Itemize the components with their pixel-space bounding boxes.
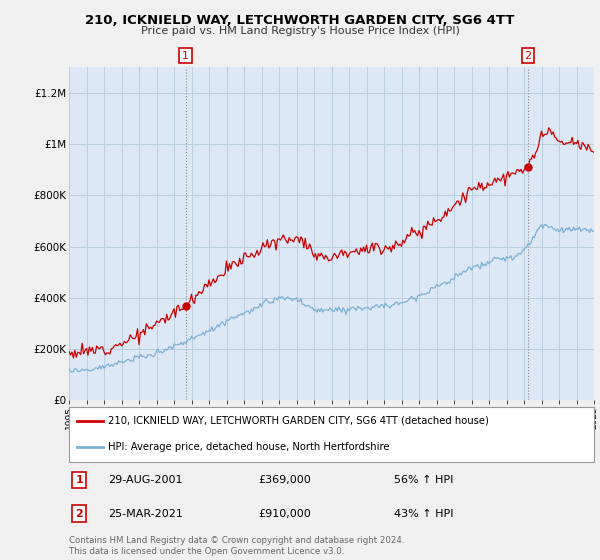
Text: 25-MAR-2021: 25-MAR-2021 — [109, 508, 183, 519]
Text: £910,000: £910,000 — [258, 508, 311, 519]
Text: 1: 1 — [182, 50, 189, 60]
Text: 210, ICKNIELD WAY, LETCHWORTH GARDEN CITY, SG6 4TT (detached house): 210, ICKNIELD WAY, LETCHWORTH GARDEN CIT… — [109, 416, 489, 426]
Text: 2: 2 — [76, 508, 83, 519]
Text: 1: 1 — [76, 475, 83, 486]
Text: Price paid vs. HM Land Registry's House Price Index (HPI): Price paid vs. HM Land Registry's House … — [140, 26, 460, 36]
Text: 43% ↑ HPI: 43% ↑ HPI — [395, 508, 454, 519]
Text: 29-AUG-2001: 29-AUG-2001 — [109, 475, 183, 486]
Text: 2: 2 — [524, 50, 532, 60]
Text: HPI: Average price, detached house, North Hertfordshire: HPI: Average price, detached house, Nort… — [109, 442, 390, 451]
Text: 210, ICKNIELD WAY, LETCHWORTH GARDEN CITY, SG6 4TT: 210, ICKNIELD WAY, LETCHWORTH GARDEN CIT… — [85, 14, 515, 27]
Text: 56% ↑ HPI: 56% ↑ HPI — [395, 475, 454, 486]
Text: £369,000: £369,000 — [258, 475, 311, 486]
Text: Contains HM Land Registry data © Crown copyright and database right 2024.
This d: Contains HM Land Registry data © Crown c… — [69, 536, 404, 556]
